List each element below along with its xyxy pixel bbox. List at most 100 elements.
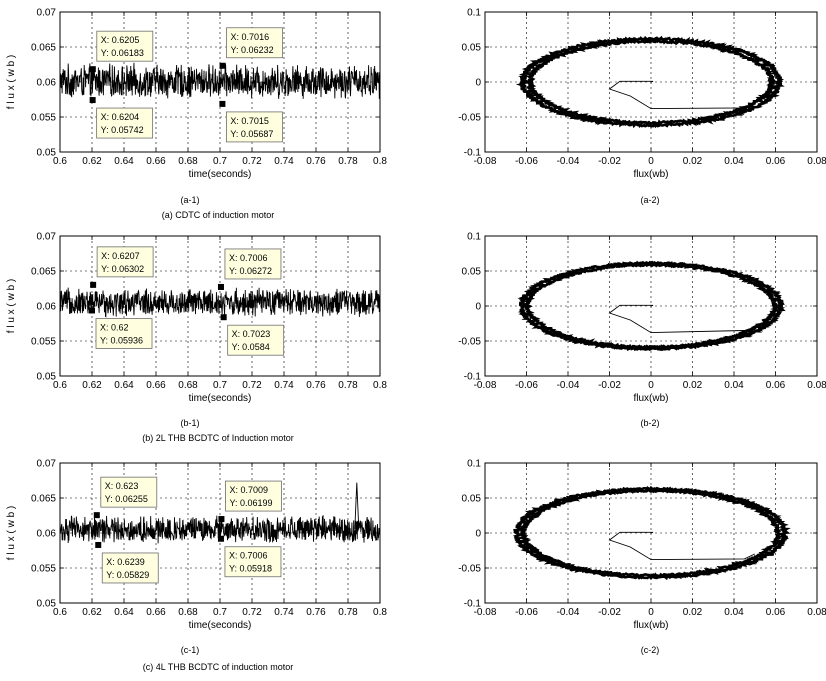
x-tick-label: 0.66: [146, 380, 166, 391]
flux-locus-outer: [513, 485, 791, 581]
y-tick-label: 0.07: [37, 459, 57, 470]
x-tick-label: 0.06: [766, 380, 786, 391]
x-tick-label: 0.6: [53, 156, 67, 167]
y-tick-label: 0.1: [467, 232, 481, 243]
x-axis-label: time(seconds): [189, 393, 252, 404]
datatip-box: [95, 318, 153, 349]
x-axis-label: flux(wb): [633, 169, 668, 180]
plot-frame: [484, 462, 818, 604]
datatip-x-label: X: 0.6205: [101, 35, 140, 45]
x-tick-label: 0.66: [146, 156, 166, 167]
x-tick-label: 0.78: [338, 156, 358, 167]
flux-trace: [59, 287, 381, 318]
y-tick-label: 0.065: [31, 267, 56, 278]
startup-trajectory: [608, 80, 755, 110]
datatip-marker: [219, 100, 226, 107]
x-tick-label: -0.02: [598, 380, 621, 391]
datatip-y-label: Y: 0.05742: [101, 125, 144, 135]
datatip-marker: [89, 307, 95, 314]
datatip-x-label: X: 0.623: [105, 481, 139, 491]
x-tick-label: 0.64: [114, 380, 134, 391]
datatip-x-label: X: 0.7015: [230, 116, 269, 126]
datatip-marker: [219, 62, 226, 69]
x-axis-label: flux(wb): [633, 393, 668, 404]
datatip-x-label: X: 0.6204: [101, 112, 140, 122]
x-tick-label: 0.02: [683, 156, 703, 167]
y-tick-label: 0.065: [31, 43, 56, 54]
sublabel-c-1: (c-1): [181, 645, 200, 655]
x-tick-label: 0.7: [213, 156, 227, 167]
datatip-marker: [220, 314, 227, 321]
datatip-y-label: Y: 0.0584: [232, 342, 270, 352]
x-tick-label: 0.7: [213, 380, 227, 391]
panel-c-1: 0.6 0.62 0.64 0.66 0.68 0.7 0.72 0.74 0.76 0.78 0.…: [6, 459, 387, 632]
x-tick-label: -0.08: [474, 380, 497, 391]
x-tick-label: 0.78: [338, 607, 358, 618]
y-axis-label: f l u x ( w b ): [6, 506, 17, 560]
x-tick-label: 0.76: [306, 380, 326, 391]
datatip-box: [224, 248, 282, 280]
y-tick-label: 0.1: [467, 459, 481, 470]
datatip-x-label: X: 0.7006: [229, 253, 268, 263]
x-tick-label: 0.08: [807, 156, 826, 167]
y-tick-label: -0.05: [458, 113, 481, 124]
x-tick-label: 0.6: [53, 607, 67, 618]
x-tick-label: 0.64: [114, 607, 134, 618]
datatip-box: [96, 30, 154, 62]
sublabel-b-1: (b-1): [180, 418, 199, 428]
x-tick-label: 0.04: [724, 607, 744, 618]
x-tick-label: 0.62: [82, 156, 102, 167]
sublabel-b-2: (b-2): [640, 418, 659, 428]
x-tick-label: 0.6: [53, 380, 67, 391]
x-tick-label: 0.76: [306, 156, 326, 167]
x-tick-label: -0.04: [557, 156, 580, 167]
y-tick-label: 0.06: [37, 302, 57, 313]
datatip-x-label: X: 0.6239: [106, 557, 145, 567]
y-axis-label: f l u x ( w b ): [6, 279, 17, 333]
datatip-marker: [90, 281, 97, 288]
x-tick-label: -0.08: [474, 156, 497, 167]
datatip-y-label: Y: 0.06272: [229, 266, 272, 276]
flux-trace: [59, 62, 381, 99]
y-tick-label: 0.06: [37, 529, 57, 540]
x-tick-label: 0.68: [178, 607, 198, 618]
x-tick-label: -0.06: [515, 380, 538, 391]
sublabel-a-2: (a-2): [640, 195, 659, 205]
datatip-box: [100, 476, 158, 508]
y-tick-label: 0.055: [31, 113, 56, 124]
datatip-y-label: Y: 0.06232: [231, 45, 274, 55]
datatip-x-label: X: 0.7016: [231, 32, 270, 42]
x-tick-label: -0.04: [557, 380, 580, 391]
x-tick-label: 0.8: [373, 380, 387, 391]
panel-c-2: -0.08 -0.06 -0.04 -0.02 0 0.02 0.04 0.06 0.08 -0.…: [458, 459, 826, 632]
startup-trajectory: [608, 531, 755, 561]
y-tick-label: 0.065: [31, 494, 56, 505]
x-axis-label: time(seconds): [189, 620, 252, 631]
x-tick-label: 0.68: [178, 156, 198, 167]
x-tick-label: 0.08: [807, 607, 826, 618]
x-tick-label: 0.02: [683, 607, 703, 618]
datatip-box: [96, 246, 154, 278]
x-tick-label: 0.06: [766, 607, 786, 618]
y-tick-label: -0.1: [464, 372, 482, 383]
x-tick-label: 0.68: [178, 380, 198, 391]
datatip-y-label: Y: 0.05829: [106, 570, 149, 580]
datatip-x-label: X: 0.6207: [101, 251, 140, 261]
datatip-x-label: X: 0.7009: [229, 485, 268, 495]
datatip-box: [96, 107, 154, 139]
plot-frame: [484, 235, 818, 377]
x-tick-label: 0.72: [242, 156, 262, 167]
panel-b-2: -0.08 -0.06 -0.04 -0.02 0 0.02 0.04 0.06 0.08 -0.…: [458, 232, 826, 405]
x-tick-label: -0.04: [557, 607, 580, 618]
datatip-y-label: Y: 0.06255: [105, 494, 148, 504]
x-tick-label: 0.04: [724, 380, 744, 391]
x-tick-label: 0.76: [306, 607, 326, 618]
y-tick-label: 0.06: [37, 78, 57, 89]
x-tick-label: -0.06: [515, 156, 538, 167]
x-tick-label: -0.02: [598, 156, 621, 167]
y-tick-label: -0.1: [464, 599, 482, 610]
y-tick-label: 0.05: [462, 43, 482, 54]
datatip-marker: [95, 541, 102, 548]
y-tick-label: -0.05: [458, 337, 481, 348]
y-tick-label: 0.05: [462, 267, 482, 278]
